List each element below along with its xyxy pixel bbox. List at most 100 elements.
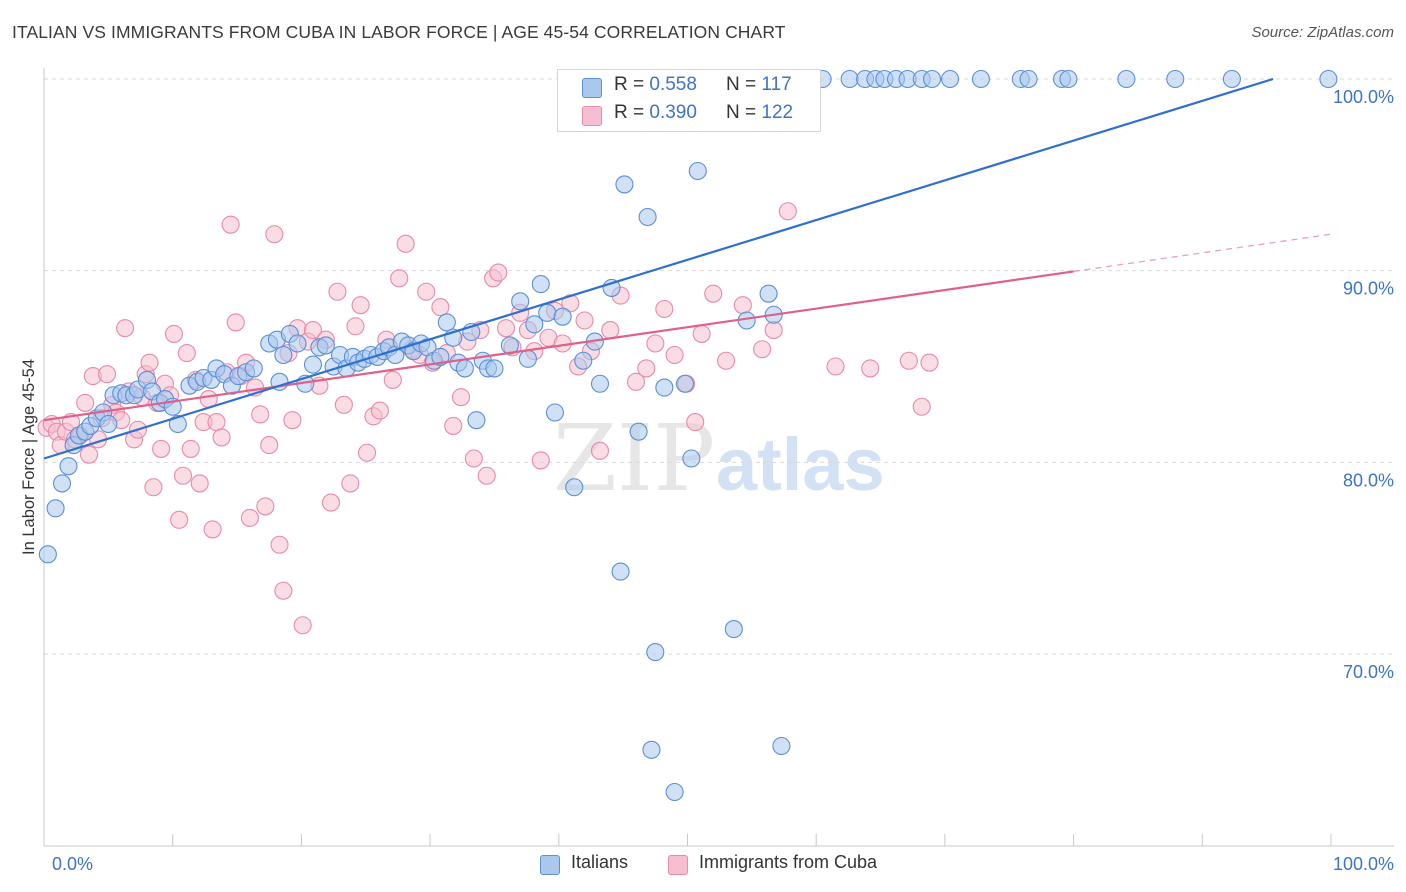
italians-point-86: [646, 643, 665, 662]
italians-point-0: [38, 545, 57, 564]
cuba-point-8: [76, 393, 95, 412]
cuba-point-17: [116, 319, 135, 338]
cuba-point-55: [283, 411, 302, 430]
y-tick-label-90: 90.0%: [1343, 279, 1394, 299]
italians-point-85: [638, 207, 657, 227]
italians-point-35: [274, 345, 293, 365]
cuba-point-64: [334, 395, 353, 414]
italians-point-112: [1019, 69, 1038, 89]
cuba-point-50: [260, 436, 279, 455]
y-tick-label-70: 70.0%: [1343, 662, 1394, 682]
italians-point-78: [574, 351, 593, 370]
cuba-point-117: [764, 321, 783, 340]
cuba-point-74: [396, 234, 415, 253]
italians-point-118: [1319, 69, 1338, 89]
cuba-point-82: [451, 388, 471, 407]
y-tick-label-100: 100.0%: [1333, 87, 1394, 107]
watermark-atlas: atlas: [716, 423, 885, 506]
cuba-point-38: [203, 520, 222, 539]
italians-point-80: [590, 374, 610, 393]
axes: [43, 68, 1394, 847]
italians-point-41: [316, 336, 335, 355]
bottom-legend-label-italians: Italians: [571, 852, 629, 872]
italians-point-90: [675, 374, 694, 393]
cuba-point-42: [221, 215, 240, 234]
cuba-trend-extension: [1073, 233, 1332, 273]
cuba-point-114: [717, 351, 736, 370]
cuba-point-65: [341, 474, 360, 493]
x-ticks: [43, 834, 1332, 846]
cuba-point-105: [626, 372, 646, 391]
italians-point-1: [46, 499, 65, 518]
source-credit: Source: ZipAtlas.com: [1251, 24, 1394, 41]
cuba-point-70: [370, 401, 389, 420]
italians-point-96: [759, 284, 778, 303]
legend-r-cuba: R = 0.390: [614, 102, 697, 123]
italians-point-21: [168, 414, 187, 434]
cuba-point-49: [256, 497, 275, 516]
italians-point-65: [467, 411, 486, 430]
legend-n-italians: N = 117: [726, 74, 792, 95]
italians-point-93: [724, 620, 743, 639]
cuba-point-68: [357, 443, 377, 462]
legend-r-italians: R = 0.558: [614, 74, 697, 95]
italians-point-76: [553, 307, 572, 326]
cuba-point-98: [561, 294, 580, 313]
cuba-point-53: [274, 581, 293, 600]
italians-point-115: [1117, 69, 1136, 89]
italians-point-84: [629, 422, 648, 441]
cuba-point-59: [303, 321, 323, 340]
cuba-point-46: [240, 508, 259, 527]
italians-trend-line: [43, 77, 1274, 460]
italians-point-108: [922, 69, 942, 89]
italians-point-59: [431, 347, 450, 366]
legend-n-cuba: N = 122: [726, 102, 794, 123]
y-axis-label: In Labor Force | Age 45-54: [20, 359, 38, 555]
italians-point-91: [682, 449, 701, 468]
cuba-point-72: [383, 370, 402, 389]
cuba-point-102: [590, 441, 610, 460]
italians-point-70: [511, 292, 530, 311]
italians-point-10: [99, 414, 118, 434]
italians-point-88: [655, 378, 674, 397]
cuba-point-107: [646, 334, 665, 353]
italians-point-60: [437, 313, 456, 332]
italians-point-74: [538, 303, 557, 322]
cuba-point-48: [251, 405, 270, 424]
cuba-point-115: [733, 296, 752, 315]
italians-point-3: [59, 457, 78, 476]
cuba-point-63: [328, 282, 347, 301]
bottom-legend-swatch-cuba: [668, 855, 688, 875]
x-tick-label-right: 100.0%: [1333, 854, 1394, 874]
cuba-point-26: [152, 439, 171, 458]
cuba-point-106: [637, 359, 656, 378]
cuba-point-88: [489, 263, 508, 282]
cuba-point-57: [293, 616, 312, 635]
cuba-point-13: [98, 365, 117, 384]
bottom-legend-swatch-italians: [540, 855, 560, 875]
cuba-point-84: [464, 449, 483, 468]
cuba-point-31: [173, 466, 193, 485]
italians-point-2: [52, 474, 72, 493]
cuba-point-123: [920, 353, 939, 372]
italians-point-71: [518, 349, 537, 368]
cuba-point-35: [190, 474, 209, 493]
cuba-point-121: [899, 351, 918, 370]
cuba-point-86: [477, 466, 496, 485]
italians-point-116: [1166, 69, 1185, 89]
cuba-point-119: [826, 357, 845, 376]
cuba-point-51: [265, 225, 284, 244]
cuba-point-52: [270, 535, 289, 554]
italians-point-63: [455, 359, 474, 378]
chart-title: ITALIAN VS IMMIGRANTS FROM CUBA IN LABOR…: [12, 22, 786, 42]
cuba-point-33: [181, 439, 200, 458]
cuba-point-100: [575, 311, 594, 330]
cuba-point-120: [861, 359, 880, 378]
italians-point-68: [485, 359, 504, 378]
cuba-point-109: [665, 345, 684, 365]
italians-point-73: [531, 275, 550, 294]
cuba-point-103: [601, 321, 620, 340]
cuba-point-73: [390, 269, 409, 288]
italians-point-114: [1059, 69, 1078, 89]
italians-point-109: [940, 69, 960, 89]
